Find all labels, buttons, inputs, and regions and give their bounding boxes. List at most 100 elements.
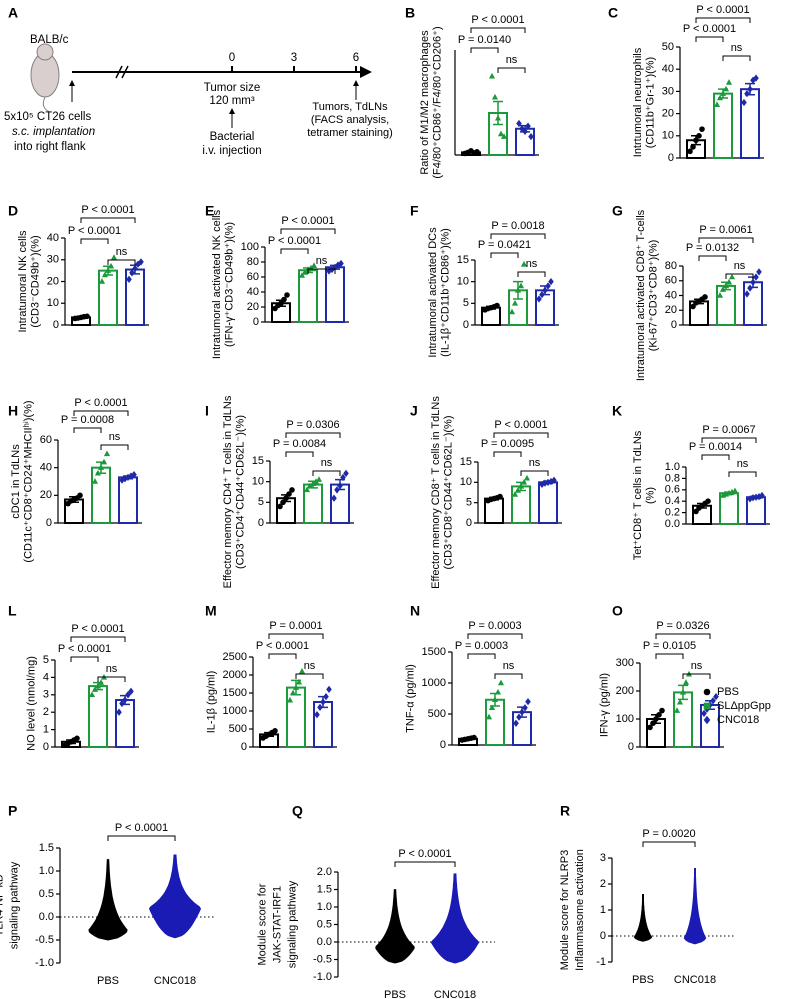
panel-letter: P: [8, 803, 17, 819]
data-point: [725, 79, 733, 85]
data-point: [548, 477, 554, 486]
y-tick-label: 0.6: [665, 484, 680, 496]
y-tick-label: 1.5: [317, 883, 332, 895]
y-tick-label: -0.5: [35, 934, 54, 946]
data-point: [545, 282, 551, 290]
comparison-bracket: [728, 471, 757, 477]
y-tick-label: 1000: [422, 677, 446, 689]
day-label: 0: [229, 52, 235, 64]
comparison-bracket: [295, 673, 324, 679]
data-point: [514, 487, 522, 493]
data-point: [116, 708, 122, 716]
comparison-bracket: [520, 470, 549, 476]
data-point: [679, 689, 687, 695]
bar: [538, 481, 558, 525]
y-tick-label: 1.0: [39, 865, 54, 877]
comparison-bracket: [312, 470, 341, 476]
y-tick-label: 40: [247, 286, 259, 298]
data-point: [647, 724, 653, 731]
panel-letter: H: [8, 403, 18, 419]
data-point: [283, 495, 289, 502]
data-point: [278, 300, 284, 307]
comparison-label: P < 0.0001: [58, 643, 111, 655]
legend-label: CNC018: [717, 714, 759, 726]
comparison-bracket: [517, 271, 546, 277]
y-tick-label: 0.2: [665, 507, 680, 519]
data-point: [753, 74, 759, 82]
x-tick-label: PBS: [97, 975, 119, 987]
x-tick-label: PBS: [384, 989, 406, 999]
y-tick-label: 0: [440, 739, 446, 751]
y-axis-label: (%): [644, 487, 656, 504]
data-point: [497, 130, 505, 137]
comparison-bracket: [493, 432, 549, 438]
y-tick-label: 0: [628, 741, 634, 753]
data-point: [125, 691, 131, 699]
data-point: [673, 707, 681, 713]
violin: [148, 854, 202, 939]
data-point: [101, 271, 109, 278]
violin: [683, 868, 707, 945]
data-point: [94, 682, 102, 689]
data-point: [292, 684, 300, 690]
y-tick-label: 2: [600, 878, 606, 890]
y-tick-label: 3: [43, 689, 49, 701]
data-point: [536, 295, 542, 303]
y-tick-label: 40: [47, 232, 59, 244]
data-point: [753, 493, 759, 501]
comparison-label: ns: [116, 246, 128, 258]
data-point: [323, 692, 329, 701]
data-point: [303, 486, 311, 493]
y-tick-label: 2: [43, 706, 49, 718]
data-point: [522, 704, 528, 712]
y-tick-label: 3: [600, 852, 606, 864]
data-point: [517, 282, 525, 289]
data-point: [522, 127, 528, 136]
y-tick-label: -1.0: [35, 957, 54, 969]
comparison-bracket: [70, 636, 126, 642]
comparison-bracket: [682, 673, 711, 679]
y-tick-label: 0.0: [317, 936, 332, 948]
data-point: [719, 286, 727, 292]
y-axis-label: cDC1 in TdLNs: [10, 444, 22, 519]
y-tick-label: 5: [463, 297, 469, 309]
y-tick-label: 80: [247, 256, 259, 268]
y-axis-label: (CD11c⁺CD8⁺CD24⁺MHCIIʰⁱ)(%): [22, 400, 34, 562]
data-point: [301, 269, 309, 275]
data-point: [474, 149, 480, 155]
y-axis-label: Module score for: [257, 883, 269, 965]
data-point: [500, 133, 508, 139]
y-tick-label: 2.0: [317, 866, 332, 878]
comparison-label: P = 0.0067: [702, 424, 755, 436]
y-tick-label: 0.5: [39, 888, 54, 900]
comparison-label: ns: [731, 42, 743, 54]
comparison-label: P < 0.0001: [68, 225, 121, 237]
comparison-label: P = 0.0140: [458, 34, 511, 46]
y-tick-label: 1.0: [665, 461, 680, 473]
panel-letter: I: [205, 403, 209, 419]
data-point: [687, 148, 693, 155]
y-axis-label: (CD3⁺CD4⁺CD44⁺CD62L⁻)(%): [234, 415, 246, 569]
event-arrow-head: [69, 80, 75, 86]
data-point: [494, 688, 502, 695]
data-point: [519, 125, 525, 133]
y-tick-label: 2000: [223, 669, 247, 681]
data-point: [104, 267, 112, 273]
mouse-head: [36, 43, 54, 61]
y-tick-label: 0: [600, 930, 606, 942]
y-tick-label: 60: [665, 275, 677, 287]
comparison-label: P = 0.0018: [491, 220, 544, 232]
bar: [118, 476, 138, 525]
x-tick-label: CNC018: [674, 974, 716, 986]
data-point: [728, 273, 736, 280]
comparison-bracket: [695, 17, 751, 23]
y-tick-label: 0: [241, 741, 247, 753]
comparison-label: P = 0.0326: [656, 620, 709, 632]
data-point: [119, 699, 125, 708]
panel-letter: G: [612, 203, 623, 219]
data-point: [88, 691, 96, 698]
data-point: [519, 708, 525, 716]
comparison-label: ns: [109, 431, 121, 443]
panel-letter: J: [410, 403, 418, 419]
